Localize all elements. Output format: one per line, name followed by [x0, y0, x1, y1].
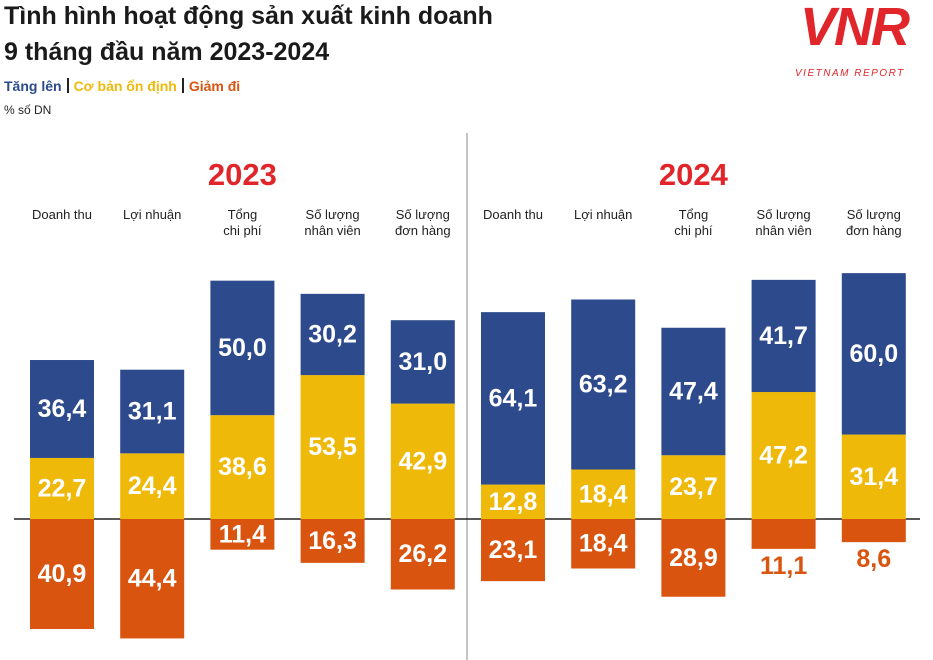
value-label: 26,2: [398, 540, 447, 568]
category-label: Tổng chi phí: [674, 207, 713, 238]
value-label: 24,4: [128, 472, 177, 500]
category-label: Số lượng đơn hàng: [846, 207, 902, 238]
bar-segment: [210, 519, 275, 550]
value-label: 64,1: [489, 384, 538, 412]
value-label: 60,0: [849, 340, 898, 368]
value-label: 53,5: [308, 433, 357, 461]
bar-segment: [120, 369, 185, 454]
bar-segment: [661, 455, 726, 519]
bar-segment: [571, 519, 636, 569]
bar-segment: [120, 453, 185, 519]
value-label: 11,1: [760, 552, 807, 580]
value-label: 47,2: [759, 442, 808, 470]
value-label: 30,2: [308, 320, 357, 348]
bar-segment: [120, 519, 185, 639]
legend-separator: [181, 78, 184, 93]
category-label: Số lượng nhân viên: [304, 207, 361, 238]
value-label: 36,4: [38, 395, 87, 423]
bar-segment: [751, 519, 816, 549]
category-label: Doanh thu: [483, 207, 543, 222]
value-label: 18,4: [579, 480, 628, 508]
value-label: 63,2: [579, 371, 628, 399]
value-label: 22,7: [38, 474, 87, 502]
unit-label: % số DN: [4, 103, 52, 117]
bar-segment: [661, 519, 726, 597]
bar-segment: [841, 519, 906, 543]
value-label: 8,6: [856, 545, 891, 573]
value-label: 41,7: [759, 322, 808, 350]
bar-segment: [30, 360, 94, 458]
bar-segment: [481, 312, 545, 485]
category-label: Lợi nhuận: [122, 207, 182, 222]
legend-entry: Tăng lên: [4, 78, 62, 94]
value-label: 18,4: [579, 530, 628, 558]
bar-segment: [390, 320, 455, 404]
panel-title: 2023: [207, 157, 277, 192]
category-label: Số lượng nhân viên: [755, 207, 812, 238]
value-label: 38,6: [218, 453, 267, 481]
bar-segment: [300, 375, 365, 519]
legend-entry: Giảm đi: [188, 78, 241, 94]
bar-segment: [751, 392, 816, 519]
legend: Tăng lên Cơ bản ổn định Giảm đi: [4, 78, 240, 94]
legend-separator: [66, 78, 69, 93]
bar-segment: [571, 299, 636, 470]
value-label: 31,0: [398, 348, 447, 376]
value-label: 12,8: [489, 488, 538, 516]
value-label: 31,4: [849, 463, 898, 491]
bar-segment: [661, 327, 726, 456]
bar-segment: [300, 293, 365, 376]
category-label: Tổng chi phí: [223, 207, 262, 238]
bar-segment: [571, 469, 636, 519]
value-label: 28,9: [669, 544, 718, 572]
logo-mark: VNR: [800, 0, 910, 57]
bar-segment: [210, 280, 275, 416]
value-label: 23,7: [669, 473, 718, 501]
bar-segment: [841, 434, 906, 519]
bar-segment: [390, 519, 455, 590]
title: 9 tháng đầu năm 2023-2024: [4, 38, 330, 66]
bar-segment: [210, 415, 275, 519]
value-label: 16,3: [308, 527, 357, 555]
category-label: Lợi nhuận: [573, 207, 633, 222]
category-label: Số lượng đơn hàng: [395, 207, 451, 238]
bar-segment: [30, 457, 94, 519]
value-label: 40,9: [38, 560, 87, 588]
bar-segment: [841, 273, 906, 435]
bar-segment: [390, 403, 455, 519]
value-label: 31,1: [128, 398, 177, 426]
bar-segment: [481, 519, 545, 582]
bar-segment: [300, 519, 365, 563]
bar-segment: [481, 484, 545, 519]
value-label: 44,4: [128, 565, 177, 593]
category-label: Doanh thu: [32, 207, 92, 222]
title: Tình hình hoạt động sản xuất kinh doanh: [4, 2, 493, 30]
logo-text: VIETNAM REPORT: [795, 68, 905, 79]
bar-segment: [30, 519, 94, 630]
value-label: 47,4: [669, 377, 718, 405]
bar-segment: [751, 279, 816, 393]
value-label: 50,0: [218, 334, 267, 362]
value-label: 11,4: [219, 520, 266, 548]
value-label: 23,1: [489, 536, 538, 564]
panel-title: 2024: [658, 157, 728, 192]
legend-entry: Cơ bản ổn định: [73, 78, 177, 94]
value-label: 42,9: [398, 447, 447, 475]
